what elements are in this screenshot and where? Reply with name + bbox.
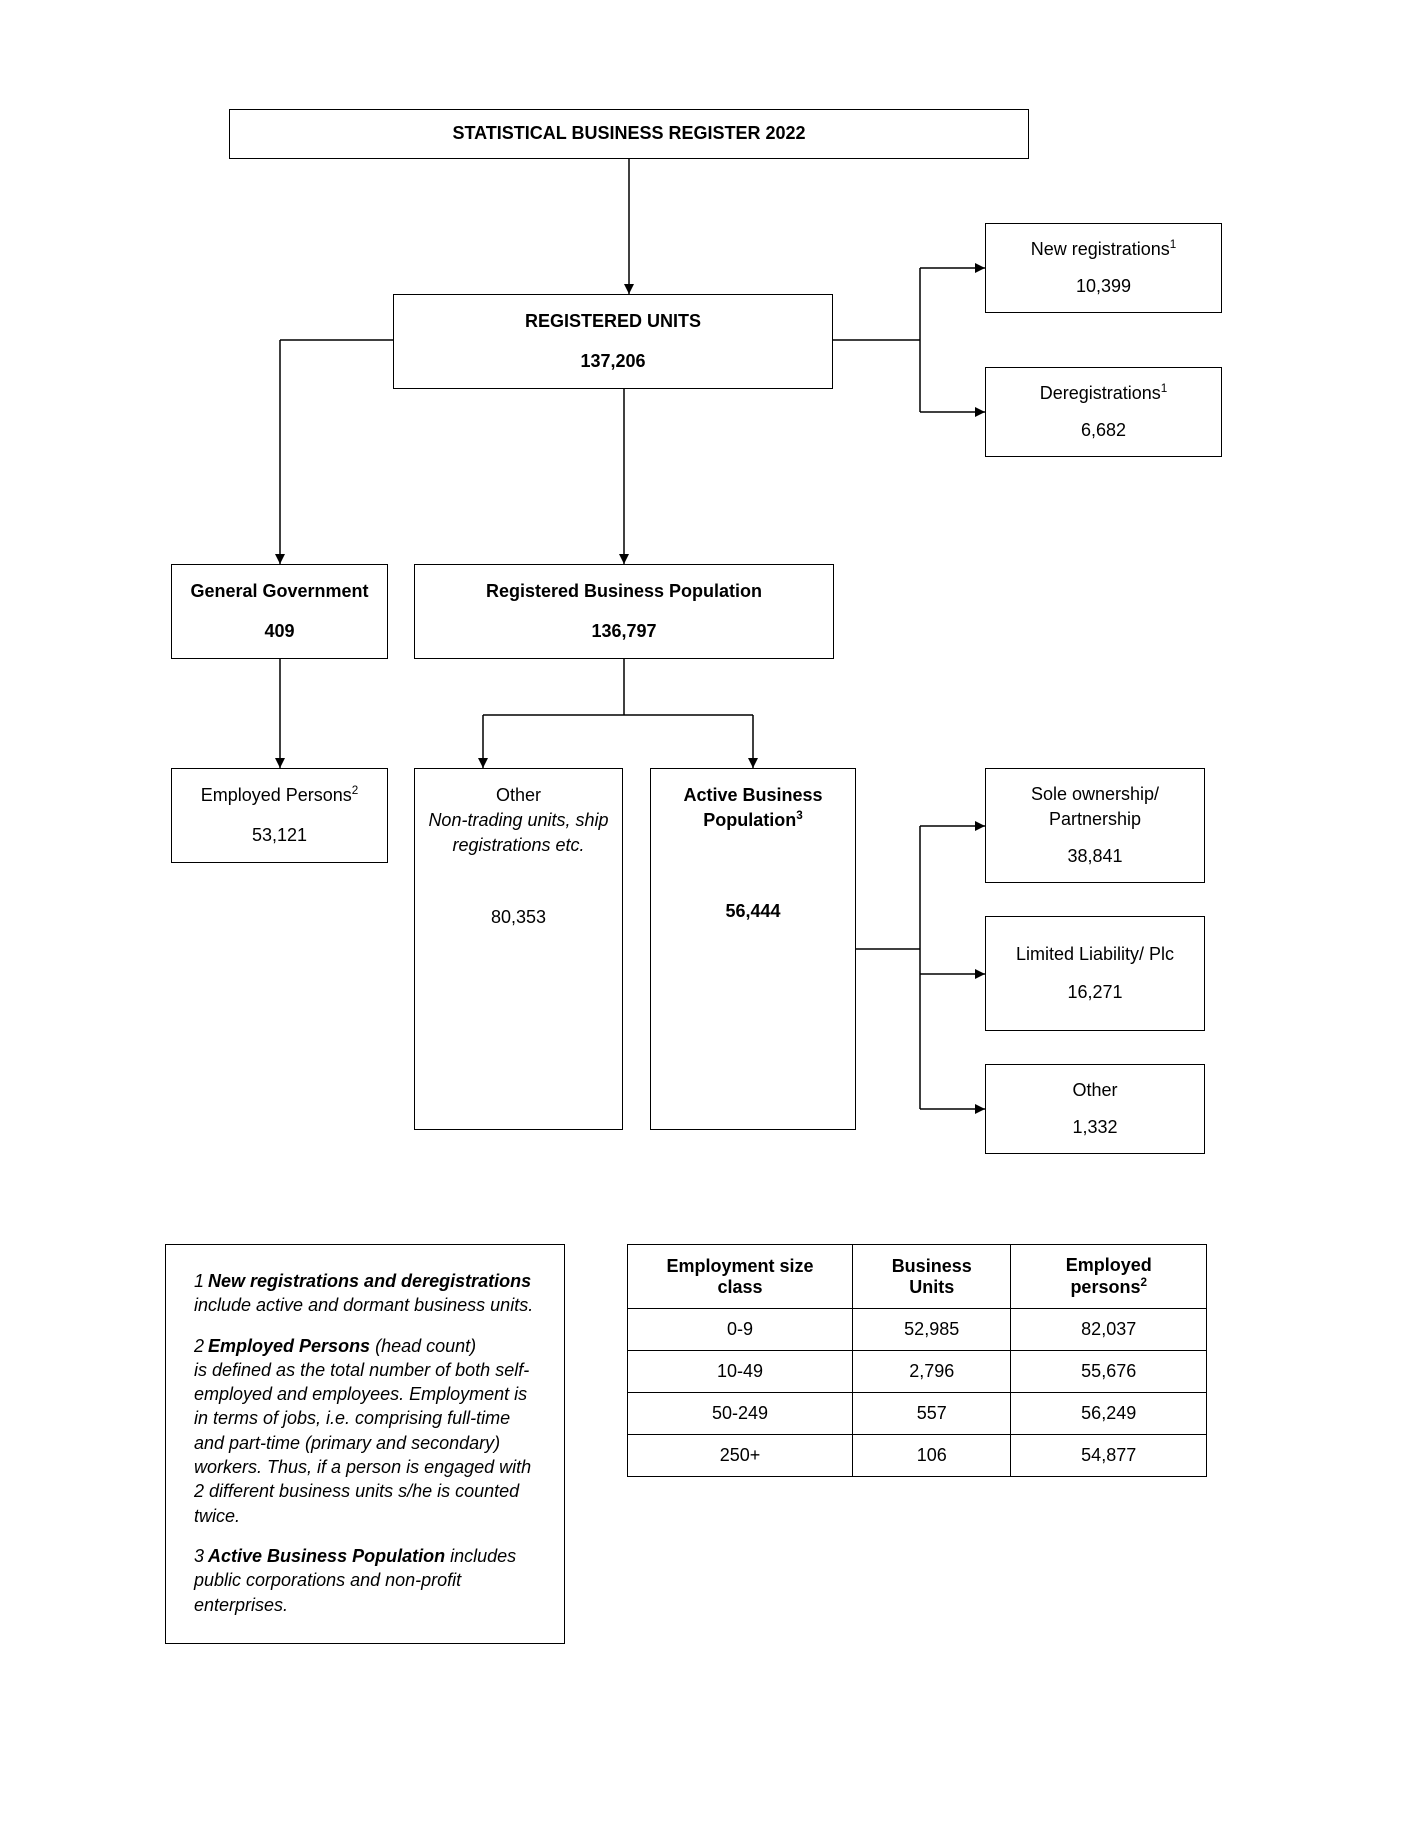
other-nontrading-label: Other <box>496 783 541 808</box>
registered-units-label: REGISTERED UNITS <box>525 309 701 334</box>
table-header-size: Employment size class <box>628 1245 853 1309</box>
other-legal-label: Other <box>1072 1078 1117 1103</box>
other-nontrading-value: 80,353 <box>491 905 546 930</box>
deregistrations-label: Deregistrations1 <box>1040 381 1168 406</box>
cell-persons: 56,249 <box>1011 1393 1207 1435</box>
limited-liability-value: 16,271 <box>1067 980 1122 1005</box>
table-row: 0-9 52,985 82,037 <box>628 1309 1207 1351</box>
registered-units-value: 137,206 <box>580 349 645 374</box>
active-business-pop-label: Active Business Population3 <box>651 783 855 833</box>
other-legal-value: 1,332 <box>1072 1115 1117 1140</box>
general-government-box: General Government 409 <box>171 564 388 659</box>
employed-persons-box: Employed Persons2 53,121 <box>171 768 388 863</box>
cell-size: 50-249 <box>628 1393 853 1435</box>
note-3: 3Active Business Population includes pub… <box>194 1544 544 1617</box>
cell-persons: 82,037 <box>1011 1309 1207 1351</box>
table-row: 10-49 2,796 55,676 <box>628 1351 1207 1393</box>
other-nontrading-box: Other Non-trading units, ship registrati… <box>414 768 623 1130</box>
new-registrations-label: New registrations1 <box>1031 237 1177 262</box>
other-legal-box: Other 1,332 <box>985 1064 1205 1154</box>
limited-liability-label: Limited Liability/ Plc <box>992 942 1198 967</box>
general-government-value: 409 <box>264 619 294 644</box>
sole-ownership-value: 38,841 <box>1067 844 1122 869</box>
sole-ownership-label: Sole ownership/ Partnership <box>986 782 1204 832</box>
cell-persons: 55,676 <box>1011 1351 1207 1393</box>
new-registrations-box: New registrations1 10,399 <box>985 223 1222 313</box>
registered-business-pop-box: Registered Business Population 136,797 <box>414 564 834 659</box>
deregistrations-box: Deregistrations1 6,682 <box>985 367 1222 457</box>
cell-persons: 54,877 <box>1011 1435 1207 1477</box>
cell-units: 557 <box>853 1393 1011 1435</box>
new-registrations-value: 10,399 <box>1076 274 1131 299</box>
cell-size: 0-9 <box>628 1309 853 1351</box>
note-2: 2Employed Persons (head count) is define… <box>194 1334 544 1528</box>
title-label: STATISTICAL BUSINESS REGISTER 2022 <box>452 121 805 146</box>
cell-units: 2,796 <box>853 1351 1011 1393</box>
registered-business-pop-value: 136,797 <box>591 619 656 644</box>
employed-persons-label: Employed Persons2 <box>201 783 359 808</box>
registered-business-pop-label: Registered Business Population <box>486 579 762 604</box>
table-row: 50-249 557 56,249 <box>628 1393 1207 1435</box>
table-header-persons: Employed persons2 <box>1011 1245 1207 1309</box>
deregistrations-value: 6,682 <box>1081 418 1126 443</box>
table-row: 250+ 106 54,877 <box>628 1435 1207 1477</box>
registered-units-box: REGISTERED UNITS 137,206 <box>393 294 833 389</box>
notes-box: 1New registrations and deregistrations i… <box>165 1244 565 1644</box>
table-header-row: Employment size class Business Units Emp… <box>628 1245 1207 1309</box>
note-1: 1New registrations and deregistrations i… <box>194 1269 544 1318</box>
active-business-pop-value: 56,444 <box>725 899 780 924</box>
employed-persons-value: 53,121 <box>252 823 307 848</box>
cell-units: 52,985 <box>853 1309 1011 1351</box>
table-header-units: Business Units <box>853 1245 1011 1309</box>
cell-size: 10-49 <box>628 1351 853 1393</box>
limited-liability-box: Limited Liability/ Plc 16,271 <box>985 916 1205 1031</box>
employment-table: Employment size class Business Units Emp… <box>627 1244 1207 1477</box>
sole-ownership-box: Sole ownership/ Partnership 38,841 <box>985 768 1205 883</box>
cell-units: 106 <box>853 1435 1011 1477</box>
active-business-pop-box: Active Business Population3 56,444 <box>650 768 856 1130</box>
cell-size: 250+ <box>628 1435 853 1477</box>
title-box: STATISTICAL BUSINESS REGISTER 2022 <box>229 109 1029 159</box>
other-nontrading-subtitle: Non-trading units, ship registrations et… <box>415 808 622 858</box>
general-government-label: General Government <box>190 579 368 604</box>
